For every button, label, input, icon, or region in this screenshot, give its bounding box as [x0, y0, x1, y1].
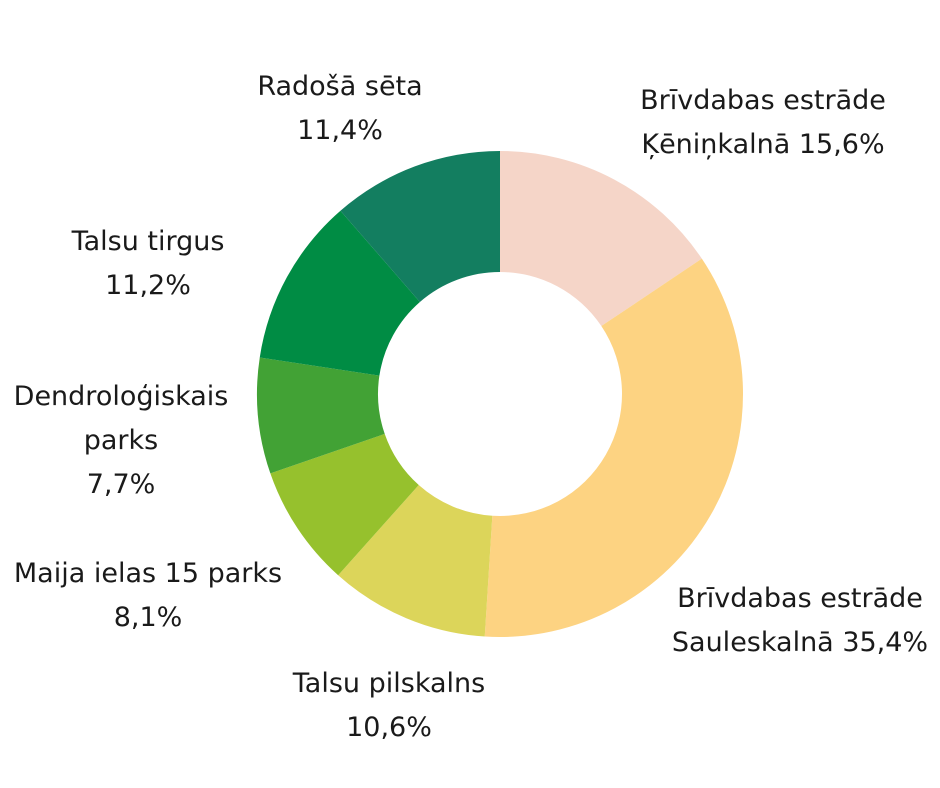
slice-label-line: Radošā sēta: [257, 71, 422, 102]
donut-slice-6: [259, 210, 420, 376]
slice-label-line: 10,6%: [346, 712, 432, 743]
slice-label-line: Talsu pilskalns: [292, 668, 485, 699]
slice-label-line: 11,2%: [105, 270, 191, 301]
slice-label-line: parks: [84, 425, 159, 456]
slice-label-3: Talsu pilskalns 10,6%: [292, 668, 485, 743]
slice-label-line: Ķēniņkalnā 15,6%: [641, 129, 884, 160]
slice-group: [257, 151, 743, 637]
slice-label-5: Dendroloģiskais parks 7,7%: [14, 381, 229, 500]
slice-label-line: Dendroloģiskais: [14, 381, 229, 412]
donut-slice-3: [338, 485, 493, 637]
slice-label-1: Brīvdabas estrāde Ķēniņkalnā 15,6%: [640, 85, 886, 160]
slice-label-6: Talsu tirgus 11,2%: [71, 226, 225, 301]
donut-slice-4: [270, 433, 419, 576]
slice-label-line: Maija ielas 15 parks: [14, 558, 282, 589]
slice-label-line: 7,7%: [87, 469, 156, 500]
donut-slice-7: [340, 151, 500, 302]
slice-label-line: Brīvdabas estrāde: [640, 85, 886, 116]
label-group: Brīvdabas estrāde Ķēniņkalnā 15,6%Brīvdab…: [14, 71, 928, 743]
donut-slice-5: [257, 357, 385, 474]
slice-label-line: 8,1%: [114, 602, 183, 633]
slice-label-4: Maija ielas 15 parks 8,1%: [14, 558, 282, 633]
slice-label-line: 11,4%: [297, 115, 383, 146]
donut-slice-2: [484, 258, 743, 637]
slice-label-2: Brīvdabas estrāde Sauleskalnā 35,4%: [672, 583, 928, 658]
slice-label-7: Radošā sēta 11,4%: [257, 71, 422, 146]
slice-label-line: Brīvdabas estrāde: [677, 583, 923, 614]
slice-label-line: Sauleskalnā 35,4%: [672, 627, 928, 658]
donut-slice-1: [500, 151, 702, 327]
slice-label-line: Talsu tirgus: [71, 226, 225, 257]
